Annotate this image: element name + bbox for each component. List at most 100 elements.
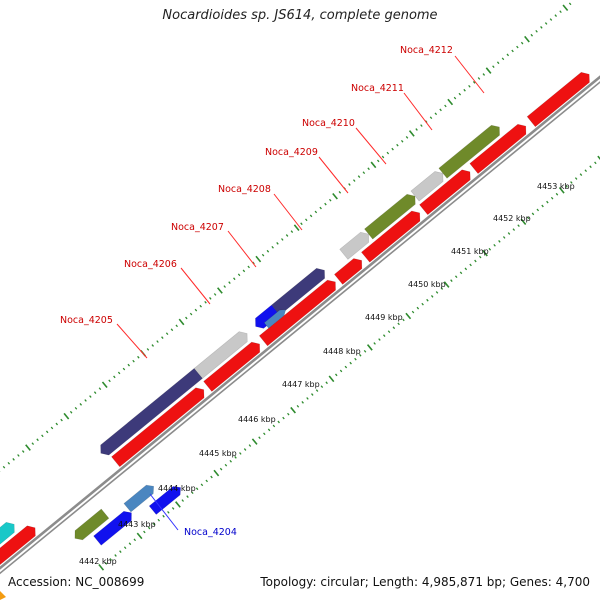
outer-tick: [117, 371, 121, 375]
inner-tick: [243, 448, 247, 451]
inner-tick: [594, 161, 597, 165]
outer-tick: [408, 130, 415, 137]
inner-tick: [378, 338, 381, 341]
inner-tick: [128, 542, 132, 546]
inner-tick: [558, 187, 565, 194]
outer-tick: [367, 167, 370, 171]
inner-tick: [277, 420, 280, 424]
inner-tick: [282, 416, 285, 420]
gene-feature: [193, 331, 248, 379]
outer-tick: [562, 4, 569, 12]
inner-tick: [200, 483, 204, 487]
outer-tick: [98, 387, 102, 391]
outer-tick: [36, 438, 39, 442]
corner-marker: [0, 591, 6, 600]
inner-tick: [114, 554, 117, 557]
inner-tick: [349, 361, 352, 365]
outer-tick: [444, 104, 447, 108]
outer-tick: [568, 2, 572, 6]
inner-tick: [157, 518, 161, 522]
gene-label: Noca_4204: [184, 527, 237, 538]
inner-tick: [402, 318, 405, 322]
inner-tick: [224, 463, 228, 467]
outer-tick: [386, 151, 390, 155]
inner-tick: [229, 459, 232, 463]
gene-label: Noca_4206: [124, 259, 177, 270]
scale-label: 4444 kbp: [158, 484, 196, 493]
outer-tick: [45, 430, 49, 434]
gene-feature: [100, 367, 203, 456]
gene-feature: [258, 279, 336, 347]
outer-tick: [477, 77, 481, 80]
outer-tick: [50, 426, 54, 430]
gene-feature: [469, 123, 527, 175]
inner-tick: [306, 397, 309, 400]
outer-tick: [242, 269, 246, 273]
inner-tick: [488, 247, 492, 251]
gene-feature: [438, 124, 500, 179]
outer-tick: [485, 67, 492, 74]
outer-tick: [217, 287, 223, 294]
outer-tick: [520, 41, 524, 45]
inner-tick: [267, 428, 271, 432]
gene-feature: [364, 193, 416, 240]
outer-tick: [530, 33, 534, 37]
outer-tick: [439, 108, 442, 112]
gene-feature: [526, 71, 590, 128]
inner-tick: [152, 522, 156, 526]
inner-tick: [272, 424, 276, 428]
gene-feature: [0, 521, 15, 545]
scale-label: 4449 kbp: [365, 313, 403, 322]
inner-tick: [512, 228, 516, 231]
inner-tick: [335, 373, 338, 377]
inner-tick: [397, 322, 400, 326]
accession-text: Accession: NC_008699: [8, 575, 145, 589]
scale-label: 4451 kbp: [451, 247, 489, 256]
label-leader: [273, 193, 303, 231]
outer-tick: [314, 210, 318, 214]
inner-tick: [195, 487, 199, 491]
inner-tick: [123, 546, 127, 550]
outer-tick: [559, 10, 562, 14]
outer-tick: [175, 324, 178, 328]
gene-label: Noca_4212: [400, 45, 453, 56]
outer-tick: [338, 190, 342, 194]
inner-tick: [454, 275, 458, 279]
inner-tick: [382, 334, 386, 337]
outer-tick: [468, 84, 471, 88]
label-leader: [116, 323, 148, 359]
outer-tick: [170, 328, 174, 332]
outer-tick: [31, 442, 35, 445]
outer-tick: [2, 465, 6, 469]
inner-tick: [517, 224, 520, 228]
label-leader: [149, 493, 179, 531]
label-leader: [180, 267, 211, 305]
outer-tick: [165, 332, 169, 336]
outer-tick: [261, 253, 265, 257]
inner-tick: [520, 218, 527, 226]
scale-label: 4453 kbp: [537, 182, 575, 191]
inner-tick: [147, 526, 151, 530]
outer-tick: [69, 410, 73, 414]
outer-tick: [93, 391, 97, 394]
outer-tick: [146, 348, 150, 351]
inner-tick: [248, 444, 252, 447]
gene-label: Noca_4205: [60, 315, 113, 326]
outer-tick: [535, 29, 538, 33]
outer-tick: [21, 450, 25, 453]
outer-tick: [285, 234, 289, 237]
inner-tick: [565, 185, 568, 188]
inner-tick: [392, 326, 396, 330]
outer-tick: [463, 88, 466, 92]
inner-tick: [482, 249, 488, 257]
gene-label: Noca_4209: [265, 147, 318, 158]
inner-tick: [555, 192, 559, 196]
outer-tick: [189, 312, 193, 316]
outer-tick: [237, 273, 241, 277]
outer-tick: [549, 18, 553, 21]
inner-tick: [290, 406, 296, 414]
scale-label: 4447 kbp: [282, 380, 320, 389]
outer-tick: [55, 422, 59, 426]
gene-feature: [263, 309, 287, 329]
